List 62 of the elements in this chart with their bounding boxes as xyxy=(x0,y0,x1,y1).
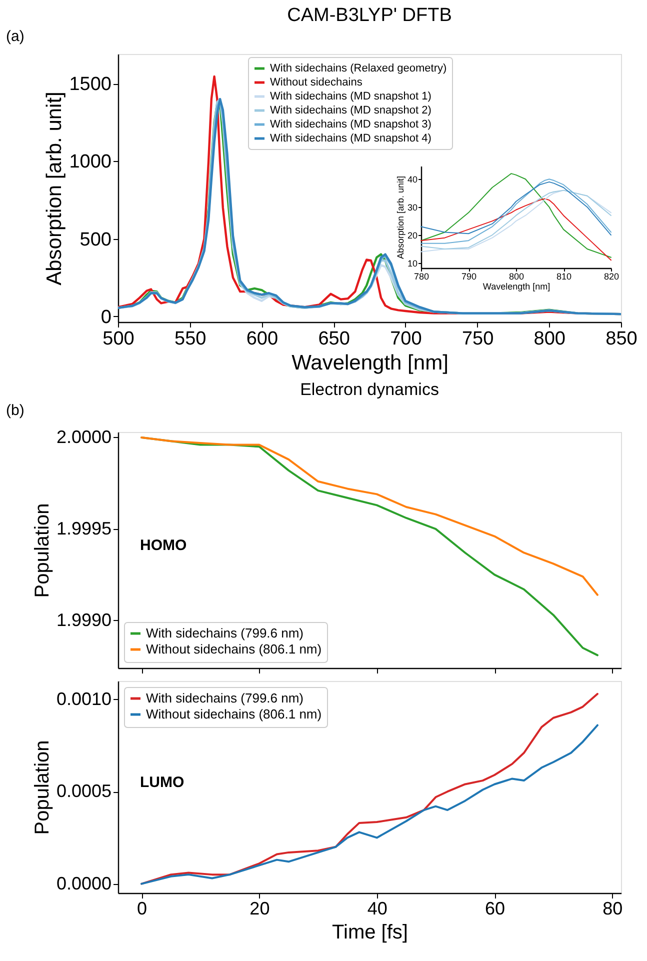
y-tick-label: 2.0000 xyxy=(56,426,112,447)
y-tick-label: 1500 xyxy=(69,74,112,95)
line-series xyxy=(140,724,598,885)
chart-title: CAM-B3LYP' DFTB xyxy=(287,5,452,26)
y-tick-label: 30 xyxy=(407,202,418,213)
y-tick-label: 0.0010 xyxy=(56,688,112,709)
x-tick-label: 650 xyxy=(318,328,350,350)
line-series xyxy=(420,198,612,261)
legend-label: Without sidechains xyxy=(270,76,363,88)
line-series xyxy=(420,173,612,258)
y-tick-label: 1.9990 xyxy=(56,610,112,630)
x-tick-label: 60 xyxy=(485,898,506,918)
x-axis-title: Wavelength [nm] xyxy=(292,352,448,374)
y-tick-label: 0.0000 xyxy=(56,873,112,894)
x-tick-label: 20 xyxy=(250,898,270,918)
y-tick-label: 0.0005 xyxy=(56,781,112,802)
legend-label: With sidechains (MD snapshot 1) xyxy=(270,90,432,102)
x-tick-label: 820 xyxy=(604,272,620,282)
legend-label: Without sidechains (806.1 nm) xyxy=(146,706,322,722)
legend-label: With sidechains (MD snapshot 2) xyxy=(270,104,432,116)
chart-title: Electron dynamics xyxy=(300,380,439,399)
x-tick-label: 550 xyxy=(174,328,206,350)
x-tick-label: 800 xyxy=(534,328,566,350)
x-tick-label: 810 xyxy=(556,272,572,282)
line-series xyxy=(140,436,598,596)
y-axis-title: Absorption [arb. unit] xyxy=(43,92,66,286)
line-series xyxy=(140,692,598,885)
y-axis-title: Absorption [arb. unit] xyxy=(395,176,406,260)
line-series xyxy=(420,181,612,236)
y-tick-label: 500 xyxy=(80,229,112,250)
annotation: LUMO xyxy=(140,774,184,791)
x-tick-label: 40 xyxy=(367,898,388,918)
y-tick-label: 1.9995 xyxy=(56,518,112,538)
x-tick-label: 0 xyxy=(137,898,148,918)
legend-label: With sidechains (Relaxed geometry) xyxy=(270,62,447,74)
x-tick-label: 500 xyxy=(102,328,134,350)
legend-label: With sidechains (MD snapshot 4) xyxy=(270,132,432,144)
line-series xyxy=(420,178,612,244)
x-axis-title: Wavelength [nm] xyxy=(482,282,550,292)
x-tick-label: 750 xyxy=(462,328,494,350)
x-tick-label: 80 xyxy=(602,898,623,918)
y-axis-title: Population xyxy=(31,740,54,835)
y-tick-label: 20 xyxy=(407,230,418,241)
text: (b) xyxy=(6,402,24,419)
legend-label: With sidechains (MD snapshot 3) xyxy=(270,118,432,130)
x-tick-label: 780 xyxy=(414,272,430,282)
x-axis-title: Time [fs] xyxy=(332,922,408,944)
y-tick-label: 10 xyxy=(407,258,418,268)
x-tick-label: 800 xyxy=(508,272,524,282)
annotation: HOMO xyxy=(140,537,187,554)
y-axis-title: Population xyxy=(31,503,54,598)
x-tick-label: 790 xyxy=(461,272,477,282)
y-tick-label: 0 xyxy=(100,306,112,328)
x-tick-label: 600 xyxy=(246,328,278,350)
y-tick-label: 1000 xyxy=(69,152,112,173)
y-tick-label: 40 xyxy=(407,174,418,185)
legend-label: Without sidechains (806.1 nm) xyxy=(146,642,322,656)
x-tick-label: 850 xyxy=(606,328,638,350)
legend-label: With sidechains (799.6 nm) xyxy=(146,626,304,640)
legend-label: With sidechains (799.6 nm) xyxy=(146,690,304,706)
x-tick-label: 700 xyxy=(390,328,422,350)
text: (a) xyxy=(6,28,24,45)
